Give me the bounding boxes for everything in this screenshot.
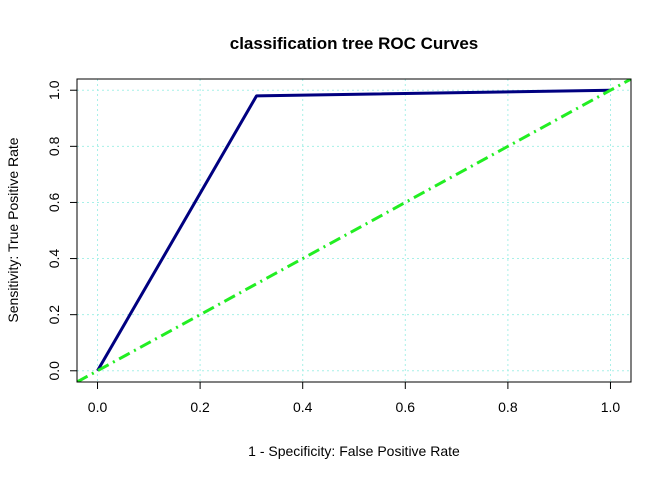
x-axis-label: 1 - Specificity: False Positive Rate <box>248 443 460 459</box>
y-tick-label: 0.0 <box>46 361 62 381</box>
x-tick-label: 0.8 <box>498 399 518 415</box>
y-tick-label: 0.2 <box>46 305 62 325</box>
x-tick-label: 0.2 <box>190 399 210 415</box>
y-tick-label: 0.4 <box>46 249 62 269</box>
y-tick-label: 1.0 <box>46 80 62 100</box>
grid-layer <box>77 79 631 382</box>
chart-title: classification tree ROC Curves <box>230 34 478 53</box>
y-axis: 0.0 0.2 0.4 0.6 0.8 1.0 <box>46 80 78 381</box>
x-tick-label: 0.4 <box>293 399 313 415</box>
diagonal-reference-line <box>77 79 631 382</box>
series-layer <box>77 79 631 382</box>
x-tick-label: 0.6 <box>396 399 416 415</box>
y-tick-label: 0.6 <box>46 193 62 213</box>
x-axis: 0.0 0.2 0.4 0.6 0.8 1.0 <box>88 381 621 415</box>
y-tick-label: 0.8 <box>46 136 62 156</box>
x-tick-label: 0.0 <box>88 399 108 415</box>
y-axis-label: Sensitivity: True Positive Rate <box>5 137 21 322</box>
roc-curve-line <box>96 88 611 372</box>
x-tick-label: 1.0 <box>601 399 621 415</box>
